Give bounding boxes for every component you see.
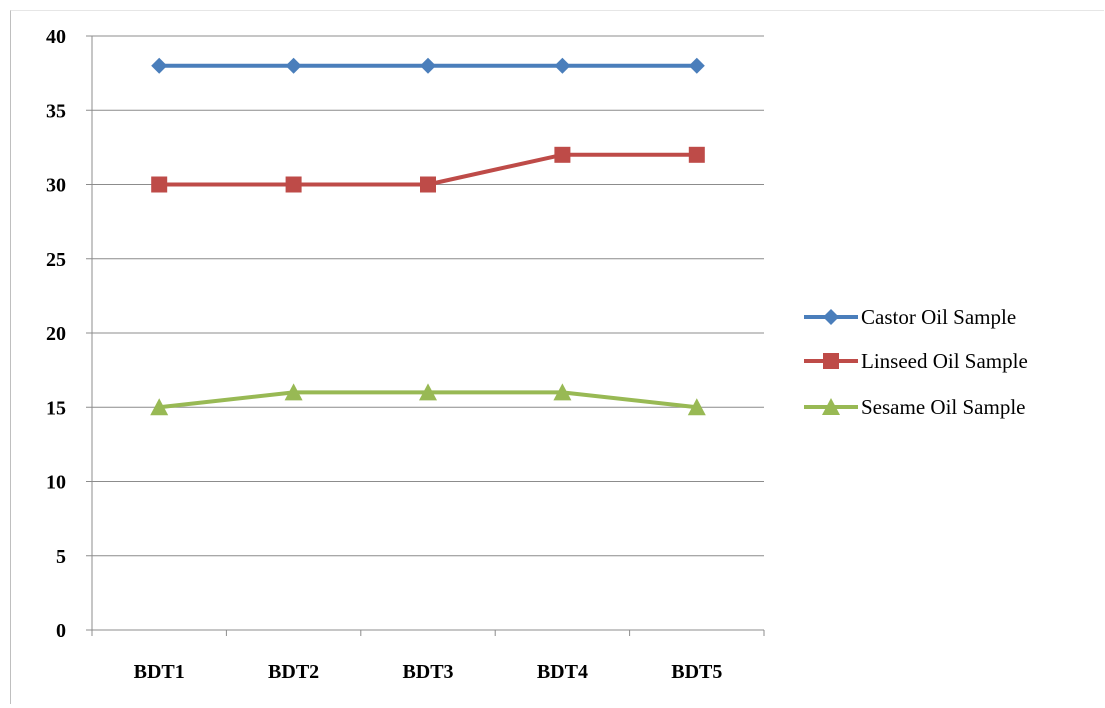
y-tick-labels: 0 5 10 15 20 25 30 35 40 <box>46 26 66 642</box>
data-point <box>554 57 571 74</box>
y-tick-label: 40 <box>46 26 66 48</box>
data-point <box>554 146 571 163</box>
legend-label: Linseed Oil Sample <box>861 349 1028 373</box>
x-tick-label: BDT4 <box>537 661 588 683</box>
legend-marker <box>822 398 840 415</box>
data-point <box>285 176 302 193</box>
data-point <box>688 57 705 74</box>
data-point <box>420 57 436 74</box>
y-tick-label: 25 <box>46 249 66 271</box>
chart-frame <box>10 10 1104 704</box>
axes <box>86 35 765 636</box>
series-castor-oil-sample <box>151 57 705 74</box>
series-linseed-oil-sample <box>151 146 705 193</box>
legend-item: Linseed Oil Sample <box>804 349 1028 373</box>
data-point <box>687 398 706 416</box>
y-tick-label: 0 <box>56 620 66 642</box>
legend-label: Castor Oil Sample <box>861 305 1016 329</box>
data-point <box>553 383 572 401</box>
legend-marker <box>823 353 839 369</box>
legend-marker <box>823 309 839 325</box>
x-tick-label: BDT1 <box>134 661 185 683</box>
series-layer <box>150 57 706 416</box>
gridlines <box>92 35 764 557</box>
y-tick-label: 30 <box>46 175 66 197</box>
y-tick-label: 5 <box>56 546 66 568</box>
legend: Castor Oil Sample Linseed Oil Sample Sesam… <box>804 305 1028 419</box>
data-point <box>151 57 168 74</box>
x-tick-label: BDT2 <box>268 661 319 683</box>
y-tick-label: 10 <box>46 472 66 494</box>
data-point <box>285 57 302 74</box>
legend-label: Sesame Oil Sample <box>861 395 1025 419</box>
data-point <box>151 176 168 193</box>
x-tick-label: BDT3 <box>402 661 453 683</box>
legend-item: Castor Oil Sample <box>804 305 1016 329</box>
y-tick-label: 20 <box>46 323 66 345</box>
series-sesame-oil-sample <box>150 383 706 416</box>
x-tick-label: BDT5 <box>671 661 722 683</box>
data-point <box>150 398 169 416</box>
y-tick-label: 35 <box>46 100 66 122</box>
y-tick-label: 15 <box>46 397 66 419</box>
legend-item: Sesame Oil Sample <box>804 395 1025 419</box>
data-point <box>420 176 436 193</box>
data-point <box>419 383 437 401</box>
x-tick-labels: BDT1 BDT2 BDT3 BDT4 BDT5 <box>134 661 723 683</box>
data-point <box>688 146 705 163</box>
data-point <box>284 383 303 401</box>
